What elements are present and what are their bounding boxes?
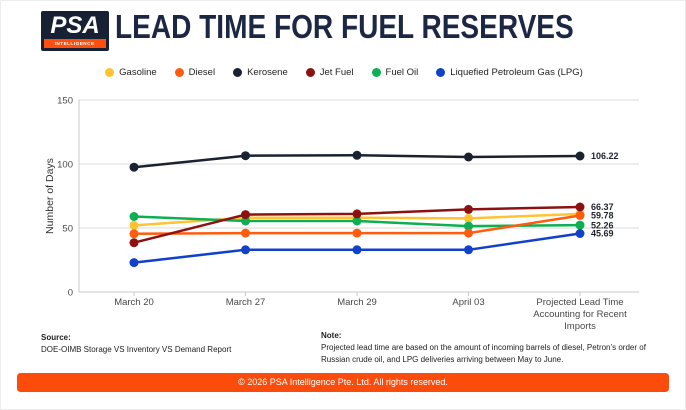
data-point-diesel-3 bbox=[464, 228, 473, 238]
legend-dot-icon bbox=[105, 68, 115, 77]
x-axis-label-0: March 20 bbox=[114, 297, 154, 308]
end-value-label-jet-fuel: 66.37 bbox=[591, 202, 614, 212]
data-point-fuel-oil-1 bbox=[241, 216, 250, 226]
data-point-fuel-oil-2 bbox=[352, 216, 362, 226]
note-block: Note: Projected lead time are based on t… bbox=[321, 330, 657, 366]
legend-item-kerosene: Kerosene bbox=[233, 67, 288, 78]
legend-dot-icon bbox=[305, 68, 315, 77]
data-point-fuel-oil-0 bbox=[129, 212, 139, 221]
data-point-kerosene-3 bbox=[464, 152, 473, 162]
y-tick-label-50: 50 bbox=[62, 224, 73, 235]
chart-legend: Gasoline Diesel Kerosene Jet Fuel Fuel Oil Li… bbox=[1, 67, 685, 78]
data-point-fuel-oil-3 bbox=[464, 221, 473, 231]
data-point-kerosene-0 bbox=[129, 162, 139, 172]
legend-label: Gasoline bbox=[119, 67, 157, 78]
legend-label: Kerosene bbox=[247, 67, 288, 78]
data-point-jet-fuel-3 bbox=[464, 204, 473, 214]
source-label: Source: bbox=[41, 333, 71, 342]
y-tick-label-150: 150 bbox=[57, 96, 73, 107]
legend-dot-icon bbox=[233, 68, 243, 77]
psa-logo: PSA INTELLIGENCE bbox=[41, 11, 109, 51]
x-axis-label-2: March 29 bbox=[337, 297, 377, 308]
x-axis-label-1: March 27 bbox=[225, 297, 266, 308]
data-point-gasoline-3 bbox=[464, 213, 473, 223]
data-point-jet-fuel-1 bbox=[241, 210, 250, 220]
y-axis-title: Number of Days bbox=[44, 158, 56, 234]
end-value-label-fuel-oil: 52.26 bbox=[591, 220, 614, 230]
data-point-diesel-1 bbox=[241, 228, 250, 238]
note-text: Projected lead time are based on the amo… bbox=[321, 343, 646, 364]
copyright-footer: © 2026 PSA Intelligence Pte. Ltd. All ri… bbox=[17, 373, 669, 392]
legend-label: Fuel Oil bbox=[385, 67, 419, 78]
data-point-jet-fuel-4 bbox=[575, 202, 585, 212]
psa-logo-strip: INTELLIGENCE bbox=[44, 39, 106, 48]
legend-item-diesel: Diesel bbox=[174, 67, 216, 78]
data-point-jet-fuel-0 bbox=[129, 238, 139, 248]
y-tick-label-100: 100 bbox=[57, 160, 73, 171]
data-point-fuel-oil-4 bbox=[575, 220, 585, 230]
data-point-liquefied-petroleum-gas-lpg-3 bbox=[464, 245, 473, 255]
psa-logo-text: PSA bbox=[50, 12, 100, 39]
psa-logo-subtext: INTELLIGENCE bbox=[55, 41, 95, 46]
legend-item-jet-fuel: Jet Fuel bbox=[305, 67, 354, 78]
note-label: Note: bbox=[321, 331, 342, 340]
legend-label: Jet Fuel bbox=[319, 67, 354, 78]
data-point-liquefied-petroleum-gas-lpg-1 bbox=[241, 245, 250, 255]
source-text: DOE-OIMB Storage VS Inventory VS Demand … bbox=[41, 345, 232, 354]
data-point-diesel-4 bbox=[575, 211, 585, 220]
data-point-jet-fuel-2 bbox=[352, 209, 362, 219]
data-point-kerosene-2 bbox=[352, 150, 362, 160]
data-point-gasoline-0 bbox=[129, 220, 139, 230]
legend-dot-icon bbox=[436, 68, 446, 77]
source-block: Source: DOE-OIMB Storage VS Inventory VS… bbox=[41, 332, 313, 356]
data-point-diesel-2 bbox=[352, 228, 362, 238]
legend-dot-icon bbox=[371, 68, 381, 77]
data-point-liquefied-petroleum-gas-lpg-2 bbox=[352, 245, 362, 255]
data-point-diesel-0 bbox=[129, 229, 139, 239]
data-point-liquefied-petroleum-gas-lpg-0 bbox=[129, 258, 139, 268]
end-value-label-diesel: 59.78 bbox=[591, 211, 614, 221]
end-value-label-kerosene: 106.22 bbox=[591, 151, 619, 161]
legend-item-liquefied-petroleum-gas-lpg: Liquefied Petroleum Gas (LPG) bbox=[436, 67, 583, 78]
legend-label: Liquefied Petroleum Gas (LPG) bbox=[450, 67, 583, 78]
data-point-kerosene-1 bbox=[241, 151, 250, 161]
end-value-label-liquefied-petroleum-gas-lpg: 45.69 bbox=[591, 229, 614, 239]
data-point-liquefied-petroleum-gas-lpg-4 bbox=[575, 229, 585, 238]
legend-item-fuel-oil: Fuel Oil bbox=[371, 67, 419, 78]
data-point-kerosene-4 bbox=[575, 151, 585, 161]
y-tick-label-0: 0 bbox=[68, 288, 73, 299]
page-title: LEAD TIME FOR FUEL RESERVES bbox=[115, 8, 574, 45]
line-chart: 0 50 100 150 59.78 106.22 66.37 52.26 45.69 March… bbox=[1, 89, 685, 339]
legend-label: Diesel bbox=[188, 67, 216, 78]
legend-item-gasoline: Gasoline bbox=[105, 67, 157, 78]
legend-dot-icon bbox=[174, 68, 184, 77]
x-axis-label-4: Projected Lead Time Accounting for Recen… bbox=[533, 297, 627, 333]
x-axis-label-3: April 03 bbox=[452, 297, 485, 308]
